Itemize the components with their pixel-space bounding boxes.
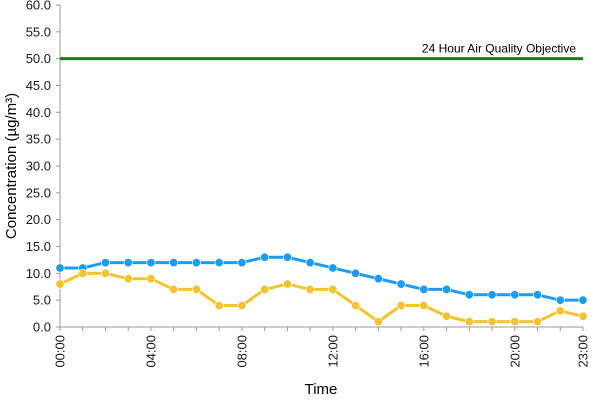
data-point	[146, 258, 156, 268]
data-point	[191, 284, 201, 294]
data-point	[282, 252, 292, 262]
data-point	[169, 258, 179, 268]
data-point	[260, 252, 270, 262]
data-point	[55, 279, 65, 289]
data-point	[533, 317, 543, 327]
series-2	[55, 268, 588, 327]
data-point	[396, 279, 406, 289]
data-point	[78, 268, 88, 278]
y-tick-label: 60.0	[26, 0, 51, 13]
x-tick-label: 16:00	[416, 335, 431, 368]
y-tick-label: 45.0	[26, 78, 51, 93]
y-axis: 0.0 5.0 10.0 15.0 20.0 25.0 30.0 35.0 40.0 45.0 50…	[26, 0, 61, 335]
data-point	[419, 284, 429, 294]
data-point	[351, 301, 361, 311]
x-tick-label: 08:00	[234, 335, 249, 368]
y-tick-label: 20.0	[26, 212, 51, 227]
data-point	[464, 290, 474, 300]
series-1	[55, 252, 588, 305]
data-point	[510, 317, 520, 327]
data-point	[214, 301, 224, 311]
data-point	[146, 274, 156, 284]
reference-line-group: 24 Hour Air Quality Objective	[60, 42, 583, 61]
data-point	[260, 284, 270, 294]
data-point	[555, 295, 565, 305]
series-line	[59, 271, 584, 324]
x-tick-label: 12:00	[325, 335, 340, 368]
x-tick-label: 00:00	[53, 335, 68, 368]
data-point	[487, 317, 497, 327]
data-point	[487, 290, 497, 300]
data-point	[464, 317, 474, 327]
data-point	[373, 317, 383, 327]
data-point	[214, 258, 224, 268]
y-tick-label: 35.0	[26, 132, 51, 147]
data-point	[328, 284, 338, 294]
data-point	[578, 295, 588, 305]
x-axis: 00:00 04:00 08:00 12:00 16:00 20:00 23:00	[53, 326, 591, 368]
data-point	[533, 290, 543, 300]
data-point	[373, 274, 383, 284]
data-point	[123, 274, 133, 284]
y-tick-label: 40.0	[26, 105, 51, 120]
reference-line-label: 24 Hour Air Quality Objective	[422, 42, 576, 56]
data-point	[555, 306, 565, 316]
data-point	[351, 268, 361, 278]
y-tick-label: 10.0	[26, 266, 51, 281]
data-point	[396, 301, 406, 311]
data-point	[282, 279, 292, 289]
data-point	[578, 311, 588, 321]
data-point	[305, 284, 315, 294]
data-point	[419, 301, 429, 311]
data-point	[100, 258, 110, 268]
x-axis-title: Time	[305, 381, 338, 398]
data-point	[237, 258, 247, 268]
y-axis-title: Concentration (µg/m³)	[3, 93, 20, 239]
y-tick-label: 0.0	[33, 320, 51, 335]
y-tick-label: 30.0	[26, 159, 51, 174]
data-point	[169, 284, 179, 294]
data-point	[237, 301, 247, 311]
x-tick-label: 04:00	[143, 335, 158, 368]
data-point	[328, 263, 338, 273]
data-point	[442, 311, 452, 321]
data-point	[510, 290, 520, 300]
series-group	[55, 252, 588, 327]
x-tick-label: 20:00	[507, 335, 522, 368]
y-tick-label: 25.0	[26, 185, 51, 200]
data-point	[191, 258, 201, 268]
data-point	[100, 268, 110, 278]
data-point	[305, 258, 315, 268]
data-point	[442, 284, 452, 294]
data-point	[55, 263, 65, 273]
data-point	[123, 258, 133, 268]
y-tick-label: 50.0	[26, 51, 51, 66]
x-tick-label: 23:00	[576, 335, 591, 368]
y-tick-label: 5.0	[33, 293, 51, 308]
y-tick-label: 15.0	[26, 239, 51, 254]
y-tick-label: 55.0	[26, 24, 51, 39]
